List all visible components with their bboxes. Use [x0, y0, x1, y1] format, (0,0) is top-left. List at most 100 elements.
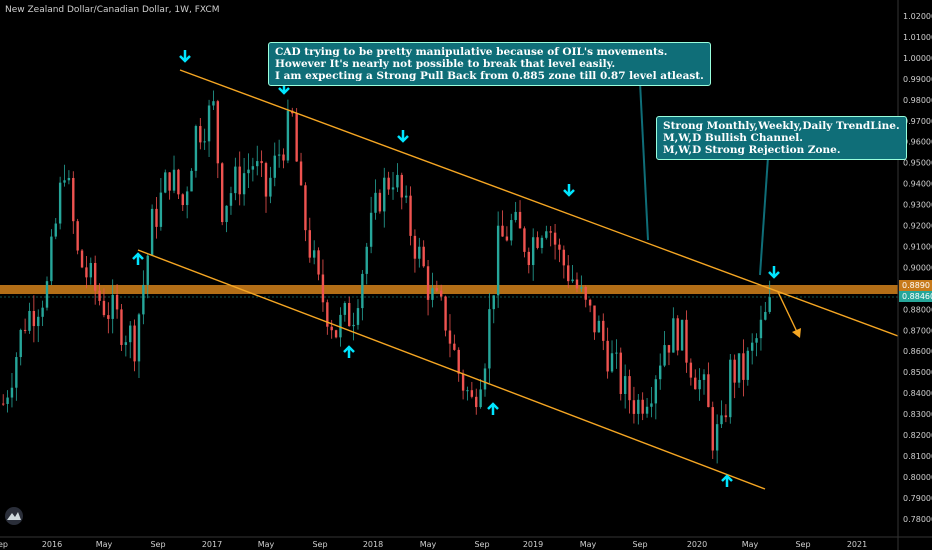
- candle-body: [172, 169, 176, 191]
- time-tick-label: May: [258, 540, 275, 549]
- candle-body: [10, 387, 14, 398]
- zone-price-badge: [899, 280, 932, 291]
- candle-body: [264, 163, 268, 197]
- candle-body: [466, 390, 469, 392]
- candle-body: [321, 274, 325, 303]
- candle-body: [177, 169, 180, 195]
- candle-body: [418, 246, 421, 259]
- down-arrow-icon: [768, 271, 780, 279]
- candle-body: [129, 325, 132, 343]
- candle-body: [545, 231, 548, 238]
- time-tick-label: 2020: [687, 540, 707, 549]
- candle-body: [593, 305, 596, 333]
- candle-body: [260, 161, 263, 164]
- candle-body: [72, 177, 75, 222]
- candle-body: [584, 287, 587, 300]
- candle-body: [759, 319, 763, 339]
- candle-body: [308, 230, 311, 258]
- candle-body: [15, 357, 18, 388]
- candle-body: [461, 373, 465, 391]
- candle-body: [457, 349, 460, 374]
- candle-body: [295, 113, 298, 162]
- candle-body: [422, 246, 425, 267]
- candle-body: [619, 352, 622, 394]
- candle-body: [229, 193, 233, 206]
- candle-body: [553, 232, 557, 245]
- candle-body: [383, 177, 386, 212]
- time-tick-label: Sep: [632, 540, 647, 549]
- candle-body: [378, 192, 382, 212]
- candle-body: [348, 303, 351, 327]
- candle-body: [312, 250, 316, 258]
- time-tick-label: Sep: [795, 540, 810, 549]
- candle-body: [164, 172, 167, 193]
- annotation-oil: CAD trying to be pretty manipulative bec…: [268, 42, 711, 86]
- candle-body: [93, 262, 97, 291]
- candle-body: [142, 284, 145, 315]
- candle-body: [28, 310, 31, 331]
- candle-body: [369, 212, 373, 247]
- candle-body: [663, 345, 666, 366]
- candle-body: [689, 362, 693, 378]
- candle-body: [615, 352, 618, 354]
- candle-body: [207, 105, 211, 142]
- candle-body: [400, 174, 403, 198]
- candle-body: [124, 342, 128, 345]
- up-arrow-icon: [487, 402, 499, 410]
- candle-body: [23, 329, 27, 331]
- candle-body: [702, 374, 706, 380]
- time-axis: ep 2016 May Sep 2017 May Sep 2018 May Sep 2019 May S…: [0, 540, 867, 549]
- time-tick-label: 2018: [363, 540, 383, 549]
- candle-body: [470, 390, 474, 397]
- candle-body: [492, 295, 495, 310]
- candle-body: [330, 326, 333, 331]
- time-tick-label: May: [420, 540, 437, 549]
- current-price-label: 0.88460: [902, 292, 932, 301]
- candle-body: [567, 265, 570, 282]
- candle-body: [273, 155, 276, 178]
- candle-body: [185, 191, 189, 206]
- candle-body: [102, 300, 106, 316]
- candle-body: [475, 396, 478, 408]
- price-tick-label: 0.78000: [903, 515, 932, 524]
- candle-body: [505, 236, 509, 241]
- time-tick-label: 2021: [847, 540, 867, 549]
- candle-body: [632, 400, 636, 414]
- candle-body: [637, 399, 640, 414]
- candle-body: [523, 228, 526, 252]
- rejection-zone: [0, 285, 898, 294]
- candle-body: [715, 424, 719, 451]
- zone-price-label: 0.8890: [902, 281, 930, 290]
- time-tick-label: ep: [0, 540, 8, 549]
- candle-body: [334, 330, 338, 338]
- candle-body: [299, 161, 303, 186]
- candle-body: [365, 246, 368, 274]
- candle-body: [724, 415, 728, 418]
- candle-body: [750, 342, 754, 351]
- candle-body: [63, 180, 66, 183]
- candle-body: [238, 166, 241, 195]
- candle-body: [729, 359, 732, 418]
- candle-body: [536, 237, 539, 248]
- candle-body: [645, 406, 649, 414]
- candle-body: [19, 329, 22, 358]
- candle-body: [549, 231, 552, 233]
- time-tick-label: Sep: [474, 540, 489, 549]
- candle-body: [623, 376, 627, 394]
- projection-line: [777, 291, 799, 335]
- chart-title: New Zealand Dollar/Canadian Dollar, 1W, …: [5, 5, 219, 15]
- candle-body: [650, 403, 653, 407]
- candle-body: [694, 377, 697, 390]
- candle-body: [247, 169, 250, 174]
